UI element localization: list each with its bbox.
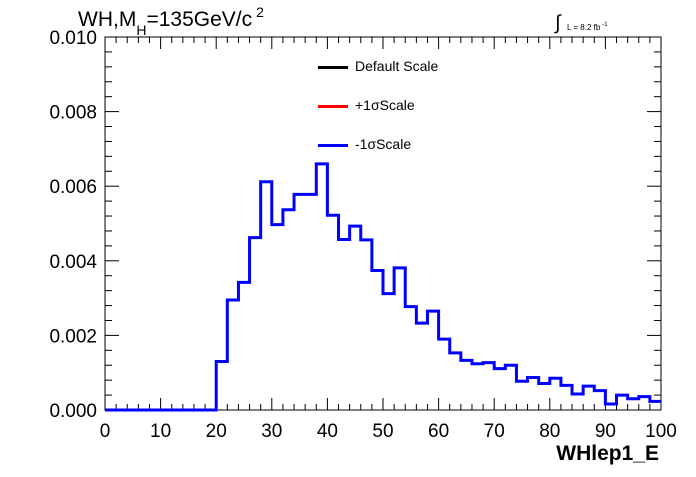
integral-symbol: ∫ — [555, 12, 561, 34]
legend-item-default: Default Scale — [318, 58, 518, 76]
title-superscript: 2 — [256, 4, 264, 20]
legend-label-minus1sigma: -1σScale — [355, 136, 412, 152]
x-tick-label: 40 — [317, 421, 338, 442]
legend-swatch-plus1sigma — [318, 105, 348, 108]
luminosity-text: L = 8.2 fb — [567, 23, 601, 32]
x-tick-label: 100 — [645, 421, 677, 442]
y-tick-label: 0.008 — [49, 103, 97, 124]
y-tick-label: 0.006 — [49, 177, 97, 198]
legend-label-plus1sigma: +1σScale — [355, 97, 415, 113]
y-tick-label: 0.000 — [49, 401, 97, 422]
legend-item-minus1sigma: -1σScale — [318, 136, 518, 154]
y-tick-label: 0.002 — [49, 326, 97, 347]
plot-frame — [104, 36, 662, 411]
title-subscript: H — [136, 22, 147, 38]
legend-item-plus1sigma: +1σScale — [318, 97, 518, 115]
x-axis-label: WHlep1_E — [556, 442, 659, 465]
histogram-series-line — [105, 162, 661, 412]
x-tick-label: 90 — [595, 421, 616, 442]
legend-label-default: Default Scale — [355, 58, 439, 74]
y-tick-label: 0.004 — [49, 252, 97, 273]
y-tick-label: 0.010 — [49, 28, 97, 49]
legend-swatch-minus1sigma — [318, 144, 348, 147]
x-tick-label: 10 — [150, 421, 171, 442]
legend-swatch-default — [318, 66, 348, 69]
x-tick-label: 30 — [261, 421, 282, 442]
x-tick-label: 80 — [539, 421, 560, 442]
chart-title: WH,MH=135GeV/c 2 — [78, 4, 264, 38]
x-tick-label: 50 — [372, 421, 393, 442]
x-tick-label: 70 — [484, 421, 505, 442]
x-tick-label: 60 — [428, 421, 449, 442]
luminosity-unit-sup: -1 — [602, 22, 608, 28]
x-tick-label: 20 — [206, 421, 227, 442]
x-tick-label: 0 — [100, 421, 111, 442]
